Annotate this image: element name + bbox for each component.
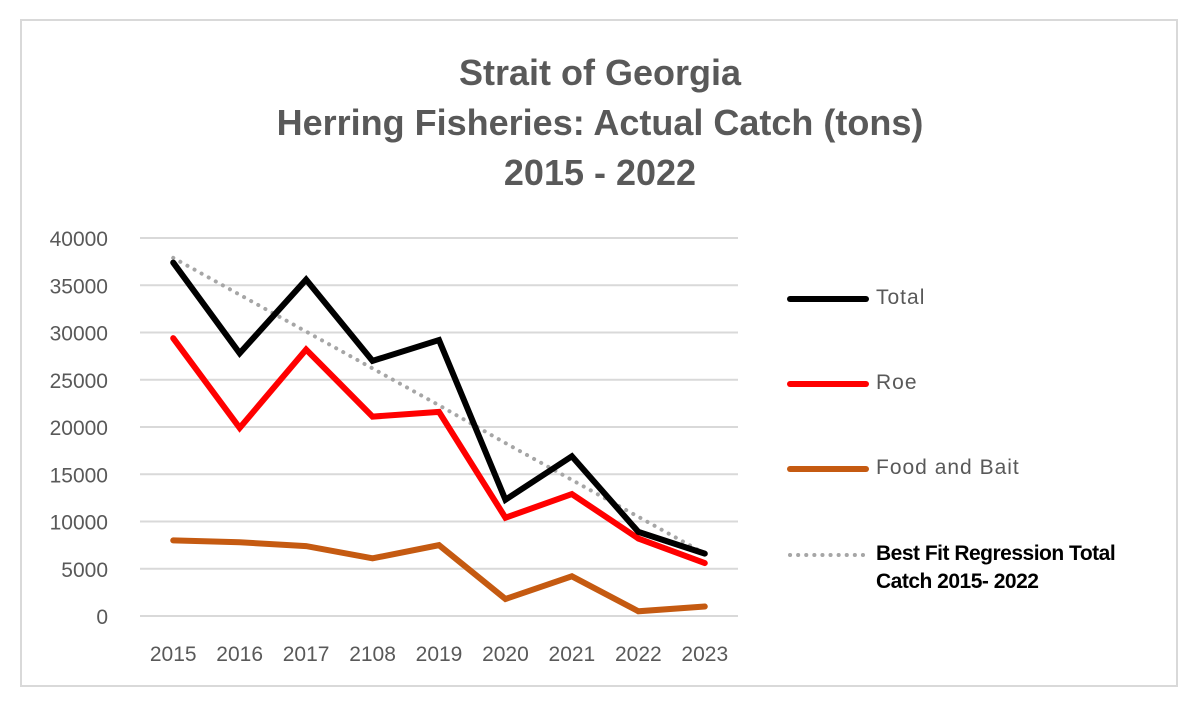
legend-label: Total bbox=[876, 286, 926, 309]
y-tick-label: 10000 bbox=[50, 512, 108, 535]
series-line-total bbox=[170, 259, 708, 557]
legend-label: Roe bbox=[876, 371, 918, 394]
x-tick-label: 2020 bbox=[482, 643, 529, 666]
y-tick-label: 5000 bbox=[61, 559, 108, 582]
x-tick-label: 2108 bbox=[349, 643, 396, 666]
x-tick-label: 2021 bbox=[549, 643, 596, 666]
y-tick-label: 35000 bbox=[50, 275, 108, 298]
title-line-1: Strait of Georgia bbox=[458, 52, 742, 93]
y-tick-label: 30000 bbox=[50, 323, 108, 346]
chart-title: Strait of Georgia Herring Fisheries: Act… bbox=[0, 48, 1200, 198]
y-tick-label: 0 bbox=[96, 606, 108, 629]
title-line-2: Herring Fisheries: Actual Catch (tons) bbox=[276, 102, 924, 143]
y-tick-label: 25000 bbox=[50, 370, 108, 393]
x-tick-label: 2017 bbox=[283, 643, 330, 666]
series-line-roe bbox=[170, 335, 708, 567]
x-tick-label: 2023 bbox=[681, 643, 728, 666]
legend-label: Best Fit Regression Total Catch 2015- 20… bbox=[876, 542, 1116, 593]
x-tick-label: 2016 bbox=[216, 643, 263, 666]
x-tick-label: 2019 bbox=[416, 643, 463, 666]
x-tick-label: 2015 bbox=[150, 643, 197, 666]
x-tick-label: 2022 bbox=[615, 643, 662, 666]
series-line-food-and-bait bbox=[170, 537, 708, 615]
series-line-best-fit-regression-total-catch-2015-2022 bbox=[171, 255, 707, 556]
chart-frame bbox=[20, 19, 1178, 687]
y-tick-label: 20000 bbox=[50, 417, 108, 440]
y-tick-label: 15000 bbox=[50, 464, 108, 487]
title-line-3: 2015 - 2022 bbox=[503, 152, 697, 193]
y-tick-label: 40000 bbox=[50, 228, 108, 251]
legend-label: Food and Bait bbox=[876, 456, 1020, 479]
